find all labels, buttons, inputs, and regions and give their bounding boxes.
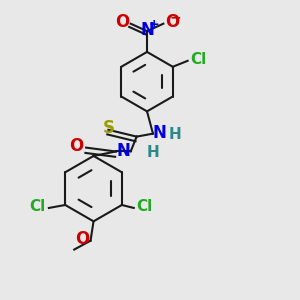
Text: O: O [165,13,179,31]
Text: H: H [147,145,160,160]
Text: Cl: Cl [30,199,46,214]
Text: S: S [102,119,114,137]
Text: Cl: Cl [137,199,153,214]
Text: −: − [169,10,181,24]
Text: O: O [69,137,83,155]
Text: O: O [75,230,89,248]
Text: H: H [168,127,181,142]
Text: N: N [153,124,167,142]
Text: N: N [140,21,154,39]
Text: Cl: Cl [190,52,207,67]
Text: O: O [115,13,129,31]
Text: +: + [148,18,159,31]
Text: N: N [117,142,131,160]
